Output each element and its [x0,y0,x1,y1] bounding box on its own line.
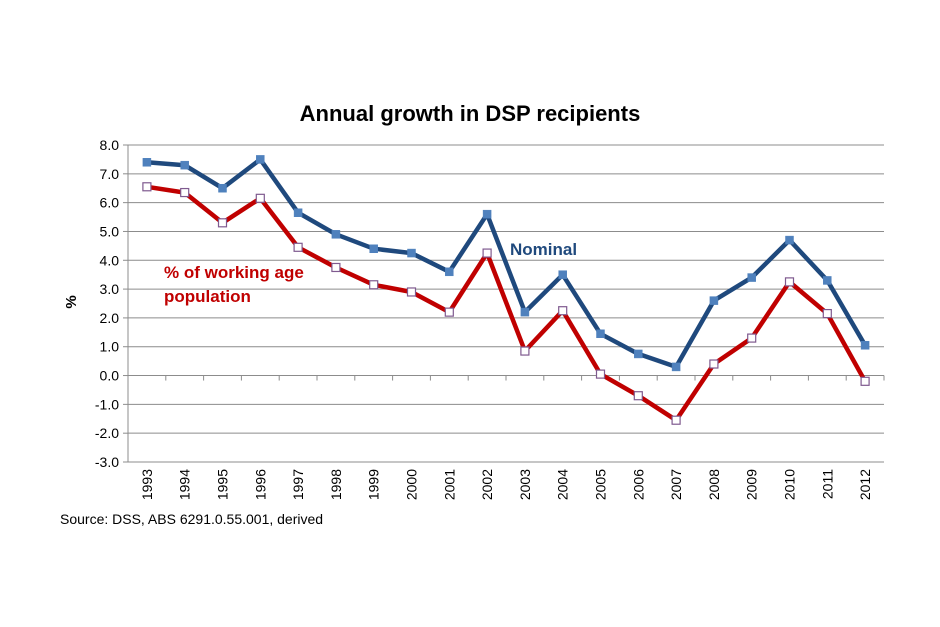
data-point-working-age [747,333,757,343]
data-point-working-age [595,369,606,379]
y-tick-label: 2.0 [100,310,120,326]
x-tick-label: 1994 [177,469,193,500]
data-point-working-age [822,308,832,319]
y-axis-label: % [63,295,80,308]
series-group [142,155,870,425]
data-point-nominal [218,183,227,193]
legend-label-nominal: Nominal [510,240,577,259]
series-line-nominal [144,157,868,370]
data-point-nominal [747,273,756,282]
data-point-working-age [331,262,341,273]
y-tick-label: 7.0 [100,166,120,182]
y-tick-label: 8.0 [100,137,120,153]
data-point-nominal [671,362,681,372]
x-tick-label: 2005 [593,469,609,500]
data-point-nominal [256,155,265,164]
data-point-working-age [520,346,530,356]
data-point-working-age [633,391,643,401]
x-tick-label: 1996 [252,469,268,500]
data-point-working-age [142,182,152,192]
y-tick-label: -1.0 [95,396,119,412]
data-point-nominal [596,329,605,339]
y-tick-label: 0.0 [100,368,120,384]
gridlines [123,144,885,463]
data-point-nominal [558,270,567,279]
data-point-nominal [369,244,378,253]
x-tick-label: 2008 [706,469,722,500]
x-tick-label: 1995 [215,469,231,500]
data-point-working-age [369,280,379,290]
x-tick-label: 2007 [668,469,684,500]
data-point-working-age [406,287,417,297]
data-point-working-age [217,218,228,228]
y-tick-label: -2.0 [95,425,119,441]
data-point-nominal [180,160,189,170]
x-tick-label: 2004 [555,469,571,500]
data-point-nominal [823,276,832,285]
y-axis-ticks: 8.0 7.0 6.0 5.0 4.0 3.0 2.0 1.0 0.0 -1.0 -2.0 -3.0 [95,137,119,470]
x-tick-label: 1999 [366,469,382,500]
data-point-nominal [860,341,870,350]
data-point-working-age [482,248,492,258]
data-point-nominal [142,158,152,167]
x-tick-label: 2006 [630,469,646,500]
x-tick-label: 2012 [857,469,873,500]
y-tick-label: 1.0 [100,339,120,355]
x-tick-label: 2009 [744,469,760,500]
x-tick-label: 2002 [479,469,495,500]
legend-label-working-age-line1: % of working age [164,263,304,282]
data-point-working-age [255,193,265,203]
data-point-working-age [709,359,719,369]
x-tick-label: 2003 [517,469,533,500]
data-point-nominal [293,208,303,217]
data-point-working-age [180,187,190,198]
data-point-nominal [709,296,719,305]
x-tick-label: 2011 [819,469,835,499]
x-tick-label: 2010 [782,469,798,500]
source-note: Source: DSS, ABS 6291.0.55.001, derived [60,511,324,527]
data-point-nominal [445,267,454,277]
data-point-nominal [634,349,643,359]
x-tick-label: 1998 [328,469,344,500]
y-tick-label: 3.0 [100,281,120,297]
data-point-nominal [407,248,416,258]
data-point-nominal [331,230,341,239]
data-point-nominal [520,307,530,317]
data-point-working-age [784,277,795,287]
data-point-working-age [860,376,870,386]
data-point-working-age [558,306,568,316]
legend-label-working-age-line2: population [164,287,251,306]
data-point-nominal [785,235,794,245]
x-tick-label: 2001 [441,469,457,500]
data-point-working-age [293,242,303,252]
data-point-working-age [671,415,681,425]
x-tick-label: 1993 [139,469,155,500]
y-tick-label: 6.0 [100,195,120,211]
y-tick-label: -3.0 [95,454,119,470]
series-line-working-age [144,184,868,423]
data-point-nominal [482,209,492,219]
y-tick-label: 4.0 [100,252,120,268]
x-tick-label: 2000 [404,469,420,500]
x-tick-label: 1997 [290,469,306,500]
y-tick-label: 5.0 [100,223,120,239]
x-axis-ticks: 1993 1994 1995 1996 1997 1998 1999 2000 2001 2002… [139,469,873,500]
chart-title: Annual growth in DSP recipients [300,101,641,126]
data-point-working-age [444,307,454,317]
